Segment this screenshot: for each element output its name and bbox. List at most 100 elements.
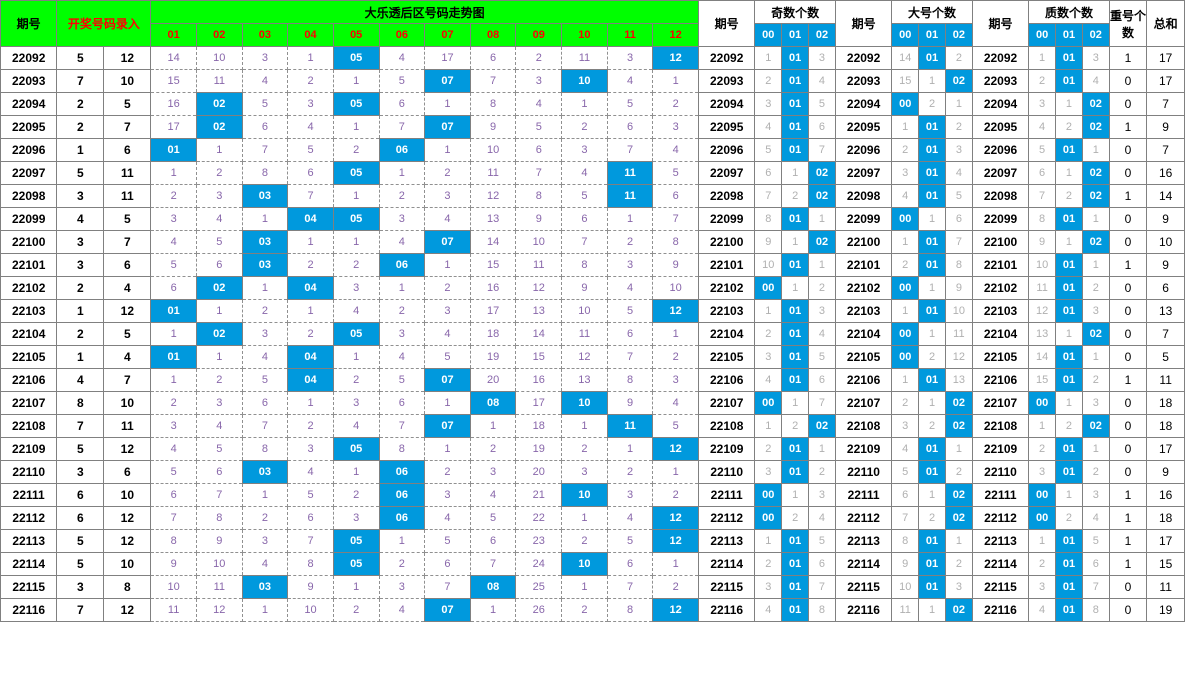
trend-cell-miss: 5 (425, 346, 471, 369)
trend-cell-hit: 11 (607, 162, 653, 185)
stat-cell-miss: 9 (755, 231, 782, 254)
stat-cell-miss: 11 (1029, 277, 1056, 300)
hdr-trend-col: 11 (607, 24, 653, 47)
stat-cell-hit: 00 (1029, 484, 1056, 507)
cell-stat-period: 22103 (972, 300, 1028, 323)
trend-cell-miss: 7 (516, 162, 562, 185)
hdr-stat-col: 01 (1056, 24, 1083, 47)
stat-cell-miss: 1 (809, 208, 836, 231)
trend-cell-miss: 3 (516, 70, 562, 93)
stat-cell-miss: 3 (945, 139, 972, 162)
table-row: 2210781023613610817109422107001722107210… (1, 392, 1185, 415)
hdr-trend-col: 06 (379, 24, 425, 47)
trend-cell-hit: 05 (333, 323, 379, 346)
stat-cell-miss: 7 (809, 139, 836, 162)
trend-cell-miss: 1 (425, 438, 471, 461)
cell-draw: 4 (104, 277, 151, 300)
table-row: 2210224602104312161294102210200122210200… (1, 277, 1185, 300)
cell-stat-period: 22106 (699, 369, 755, 392)
cell-stat-period: 22108 (972, 415, 1028, 438)
stat-cell-hit: 00 (1029, 392, 1056, 415)
stat-cell-hit: 02 (1082, 116, 1109, 139)
table-row: 2209371015114215077310412209320142209315… (1, 70, 1185, 93)
trend-cell-miss: 5 (242, 93, 288, 116)
stat-cell-hit: 00 (755, 507, 782, 530)
hdr-stat-col: 00 (892, 24, 919, 47)
stat-cell-hit: 02 (1082, 415, 1109, 438)
cell-stat-period: 22115 (835, 576, 891, 599)
cell-stat-period: 22101 (699, 254, 755, 277)
trend-cell-miss: 14 (470, 231, 516, 254)
trend-cell-miss: 1 (379, 162, 425, 185)
cell-stat-period: 22110 (972, 461, 1028, 484)
stat-cell-hit: 02 (1082, 93, 1109, 116)
cell-draw: 7 (104, 231, 151, 254)
stat-cell-miss: 14 (1029, 346, 1056, 369)
trend-cell-miss: 1 (288, 47, 334, 70)
trend-cell-miss: 15 (151, 70, 197, 93)
cell-draw: 5 (104, 323, 151, 346)
trend-cell-miss: 1 (562, 576, 608, 599)
stat-cell-hit: 01 (782, 93, 809, 116)
table-row: 2211671211121102407126281222116401822116… (1, 599, 1185, 622)
stat-cell-hit: 01 (1056, 461, 1083, 484)
trend-cell-miss: 9 (653, 254, 699, 277)
cell-period: 22108 (1, 415, 57, 438)
cell-stat-period: 22101 (972, 254, 1028, 277)
stat-cell-miss: 8 (755, 208, 782, 231)
stat-cell-miss: 4 (892, 438, 919, 461)
trend-cell-miss: 1 (333, 70, 379, 93)
stat-cell-miss: 11 (945, 323, 972, 346)
table-row: 2209751112860512117411522097610222097301… (1, 162, 1185, 185)
trend-cell-miss: 6 (242, 116, 288, 139)
cell-period: 22109 (1, 438, 57, 461)
trend-cell-miss: 2 (333, 599, 379, 622)
trend-cell-hit: 12 (653, 47, 699, 70)
stat-cell-miss: 3 (809, 484, 836, 507)
stat-cell-miss: 4 (1029, 116, 1056, 139)
cell-stat-period: 22107 (835, 392, 891, 415)
hdr-trend-col: 12 (653, 24, 699, 47)
trend-cell-hit: 07 (425, 231, 471, 254)
table-row: 2209945341040534139617220998011220990016… (1, 208, 1185, 231)
trend-cell-hit: 03 (242, 231, 288, 254)
cell-sum: 14 (1147, 185, 1185, 208)
cell-stat-period: 22108 (835, 415, 891, 438)
trend-cell-miss: 2 (425, 277, 471, 300)
trend-cell-miss: 11 (562, 47, 608, 70)
cell-stat-period: 22099 (699, 208, 755, 231)
trend-cell-miss: 13 (516, 300, 562, 323)
cell-period: 22107 (1, 392, 57, 415)
cell-repeat: 1 (1109, 47, 1147, 70)
trend-cell-miss: 9 (607, 392, 653, 415)
trend-cell-miss: 2 (607, 461, 653, 484)
stat-cell-miss: 1 (945, 93, 972, 116)
stat-cell-hit: 01 (782, 530, 809, 553)
stat-cell-miss: 15 (892, 70, 919, 93)
stat-cell-miss: 1 (919, 484, 946, 507)
cell-sum: 18 (1147, 415, 1185, 438)
stat-cell-hit: 01 (1056, 208, 1083, 231)
cell-stat-period: 22114 (835, 553, 891, 576)
stat-cell-miss: 4 (809, 323, 836, 346)
trend-cell-miss: 20 (516, 461, 562, 484)
cell-draw: 3 (57, 254, 104, 277)
stat-cell-hit: 01 (782, 438, 809, 461)
stat-cell-miss: 12 (1029, 300, 1056, 323)
trend-cell-miss: 8 (151, 530, 197, 553)
hdr-stat-col: 02 (945, 24, 972, 47)
trend-cell-miss: 14 (516, 323, 562, 346)
cell-repeat: 0 (1109, 70, 1147, 93)
cell-stat-period: 22111 (835, 484, 891, 507)
trend-cell-miss: 17 (516, 392, 562, 415)
trend-cell-miss: 1 (607, 208, 653, 231)
stat-cell-miss: 8 (892, 530, 919, 553)
trend-cell-hit: 08 (470, 576, 516, 599)
trend-cell-miss: 1 (242, 277, 288, 300)
trend-cell-miss: 1 (333, 576, 379, 599)
trend-cell-miss: 6 (470, 530, 516, 553)
stat-cell-miss: 2 (1029, 70, 1056, 93)
trend-cell-hit: 05 (333, 162, 379, 185)
stat-cell-miss: 3 (1029, 93, 1056, 116)
cell-stat-period: 22100 (835, 231, 891, 254)
